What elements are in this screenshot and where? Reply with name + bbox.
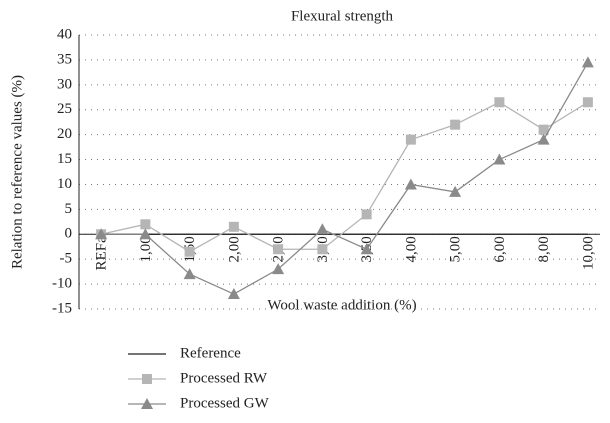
marker xyxy=(494,97,505,108)
legend-marker xyxy=(141,398,153,409)
marker xyxy=(581,56,594,68)
marker xyxy=(361,209,372,220)
y-tick-label: 10 xyxy=(57,176,72,192)
y-axis-title: Relation to reference values (%) xyxy=(9,75,25,269)
marker xyxy=(141,398,153,409)
marker xyxy=(140,219,151,230)
chart-title: Flexural strength xyxy=(291,8,394,24)
series-line xyxy=(100,101,589,253)
y-tick-label: 30 xyxy=(57,76,72,92)
marker xyxy=(184,246,195,257)
legend-label: Processed RW xyxy=(180,370,268,386)
x-tick-label: 10,00 xyxy=(580,236,596,270)
y-tick-label: 40 xyxy=(57,26,72,42)
marker xyxy=(272,263,285,275)
series-markers xyxy=(96,97,593,257)
marker xyxy=(493,153,506,165)
marker xyxy=(450,119,461,130)
x-tick-label: 8,00 xyxy=(536,236,552,262)
marker xyxy=(316,223,329,235)
y-tick-label: 15 xyxy=(57,151,72,167)
x-tick-label: 5,00 xyxy=(448,236,464,262)
y-tick-label: 20 xyxy=(57,126,72,142)
marker xyxy=(317,244,328,255)
marker xyxy=(537,133,550,145)
marker xyxy=(142,374,152,384)
marker xyxy=(360,243,373,255)
x-tick-label: 6,00 xyxy=(492,236,508,262)
y-tick-label: 5 xyxy=(65,201,73,217)
marker xyxy=(227,288,240,300)
x-tick-label: 2,00 xyxy=(226,236,242,262)
marker xyxy=(228,221,239,232)
series-markers xyxy=(95,56,594,300)
marker xyxy=(95,228,108,240)
legend-label: Reference xyxy=(180,345,241,361)
x-tick-label: 4,00 xyxy=(403,236,419,262)
x-tick-label: REFa xyxy=(94,236,110,271)
x-tick-label: 1,00 xyxy=(138,236,154,262)
marker xyxy=(582,97,593,108)
marker xyxy=(183,268,196,280)
marker xyxy=(538,124,549,135)
y-tick-label: 0 xyxy=(65,226,73,242)
y-tick-label: 35 xyxy=(57,51,72,67)
legend-label: Processed GW xyxy=(180,395,270,411)
marker xyxy=(404,178,417,190)
marker xyxy=(405,134,416,145)
y-tick-label: 25 xyxy=(57,101,72,117)
marker xyxy=(449,185,462,197)
x-axis-title: Wool waste addition (%) xyxy=(267,297,416,313)
y-tick-label: -5 xyxy=(60,251,73,267)
legend-marker xyxy=(142,374,152,384)
marker xyxy=(139,228,152,240)
series-line xyxy=(101,62,589,295)
marker xyxy=(273,244,284,255)
y-tick-label: -10 xyxy=(52,276,72,292)
y-tick-label: -15 xyxy=(52,300,72,316)
